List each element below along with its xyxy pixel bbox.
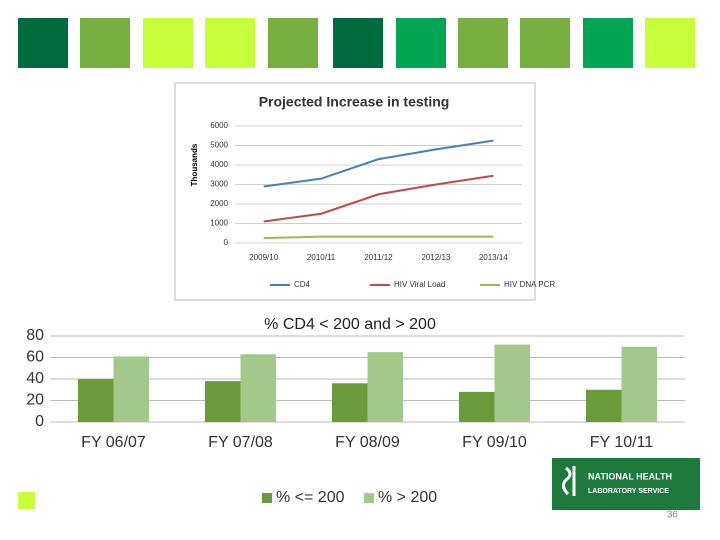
y-tick-label: 6000: [210, 121, 228, 130]
x-tick-label: 2013/14: [479, 253, 508, 262]
square: [205, 18, 255, 68]
y-tick-label: 3000: [210, 180, 228, 189]
bar: [585, 389, 622, 422]
y-tick-label: 5000: [210, 141, 228, 150]
legend-label: HIV DNA PCR: [504, 280, 555, 289]
footer-square: [18, 492, 35, 509]
x-tick-label: 2010/11: [307, 253, 336, 262]
x-tick-label: FY 06/07: [81, 434, 146, 451]
bar: [621, 346, 658, 422]
square: [583, 18, 633, 68]
bar: [77, 379, 114, 422]
bar: [240, 354, 277, 422]
header-squares: [18, 18, 695, 68]
legend-swatch: [364, 493, 374, 503]
logo-box: [552, 458, 700, 510]
bar: [458, 391, 495, 422]
x-tick-label: 2009/10: [249, 253, 278, 262]
y-tick-label: 0: [35, 413, 44, 430]
square: [80, 18, 130, 68]
square: [268, 18, 318, 68]
y-axis-label: Thousands: [190, 143, 199, 186]
bar: [204, 381, 241, 422]
series-line: [263, 174, 494, 223]
square: [520, 18, 570, 68]
x-tick-label: FY 07/08: [208, 434, 273, 451]
bar: [367, 352, 404, 422]
square: [396, 18, 446, 68]
logo-line: LABORATORY SERVICE: [588, 488, 669, 495]
y-tick-label: 2000: [210, 199, 228, 208]
legend-label: % <= 200: [276, 489, 345, 506]
x-tick-label: FY 09/10: [462, 434, 527, 451]
series-line: [263, 139, 494, 188]
x-tick-label: 2012/13: [421, 253, 450, 262]
y-tick-label: 0: [224, 238, 229, 247]
legend-label: HIV Viral Load: [394, 280, 445, 289]
legend-label: % > 200: [378, 489, 437, 506]
square: [18, 18, 68, 68]
y-tick-label: 40: [26, 370, 44, 387]
logo-icon: [561, 466, 576, 496]
square: [143, 18, 193, 68]
y-tick-label: 20: [26, 392, 44, 409]
y-tick-label: 60: [26, 349, 44, 366]
inset-frame: [174, 82, 536, 301]
x-tick-label: FY 10/11: [590, 434, 654, 451]
x-tick-label: 2011/12: [364, 253, 393, 262]
bar: [113, 356, 150, 422]
legend-label: CD4: [294, 280, 311, 289]
bar: [494, 344, 531, 422]
square: [333, 18, 383, 68]
square: [458, 18, 508, 68]
x-tick-label: FY 08/09: [335, 434, 400, 451]
logo-line: NATIONAL HEALTH: [588, 471, 672, 481]
chart-title: % CD4 < 200 and > 200: [264, 316, 436, 333]
series-line: [263, 235, 494, 240]
chart-title: Projected Increase in testing: [259, 94, 450, 110]
square: [645, 18, 695, 68]
y-tick-label: 4000: [210, 160, 228, 169]
legend-swatch: [262, 493, 272, 503]
bar: [331, 383, 368, 422]
page-number: 36: [667, 510, 679, 521]
y-tick-label: 1000: [210, 219, 228, 228]
y-tick-label: 80: [26, 327, 44, 344]
